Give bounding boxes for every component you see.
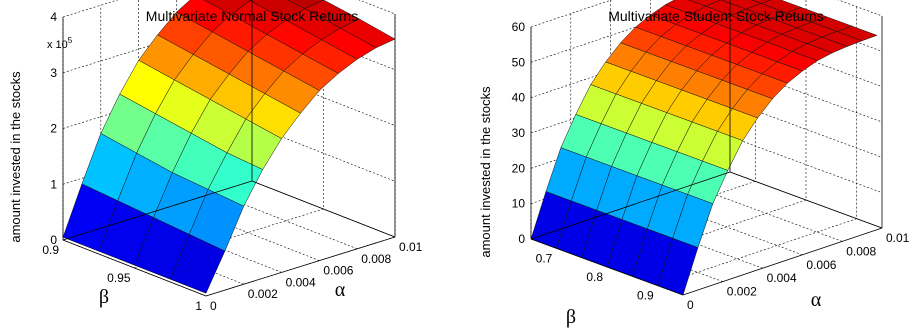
z-tick-label: 4 (50, 10, 57, 24)
z-multiplier-base: x 10 (47, 39, 68, 51)
alpha-tick-label: 0.006 (806, 258, 836, 272)
z-axis-label: amount invested in the stocks (478, 86, 493, 258)
beta-tick-label: 0.8 (586, 270, 603, 284)
z-tick-label: 60 (512, 20, 526, 34)
z-tick-label: 30 (512, 126, 526, 140)
beta-tick-label: 1 (195, 299, 202, 313)
axis-edge (205, 236, 396, 297)
plot-title: Multivariate Student Stock Returns (608, 8, 824, 24)
surface-patch (62, 183, 118, 252)
alpha-tick-label: 0.01 (399, 240, 423, 254)
axis-edge (682, 227, 883, 296)
student-returns-plot: 0 10 20 30 40 50 60 0.9 0.8 0.7 0 0.002 0.004 0.006… (478, 0, 910, 328)
grid-line (530, 0, 883, 28)
axis-edge (729, 171, 883, 229)
alpha-tick-label: 0.002 (248, 287, 278, 301)
z-tick-label: 40 (512, 91, 526, 105)
alpha-tick-label: 0 (687, 298, 694, 312)
axis-edge (530, 238, 684, 296)
beta-tick-label: 0.9 (637, 289, 654, 303)
z-tick-label: 10 (512, 197, 526, 211)
beta-tick-label: 0.7 (536, 251, 553, 265)
alpha-tick-label: 0.008 (361, 252, 391, 266)
alpha-axis-label: α (335, 279, 346, 301)
z-tick-label: 0 (50, 233, 57, 247)
alpha-tick-label: 0.008 (846, 244, 876, 258)
axis-edge (530, 171, 731, 240)
z-axis-label: amount invested in the stocks (8, 71, 23, 243)
alpha-axis-label: α (811, 289, 822, 311)
alpha-tick-label: 0.006 (323, 264, 353, 278)
axis-edge (251, 180, 396, 238)
z-tick-label: 3 (50, 66, 57, 80)
alpha-tick-label: 0.004 (286, 275, 316, 289)
z-tick-label: 20 (512, 161, 526, 175)
z-multiplier-exponent: 5 (68, 36, 73, 45)
beta-axis-label: β (99, 286, 109, 308)
z-tick-label: 2 (50, 122, 57, 136)
axis-edge (62, 239, 207, 297)
z-tick-label: 0 (518, 232, 525, 246)
beta-tick-label: 0.95 (107, 271, 131, 285)
alpha-tick-label: 0.01 (886, 231, 910, 245)
alpha-tick-label: 0 (210, 299, 217, 313)
z-tick-label: 1 (50, 177, 57, 191)
plot-title: Multivariate Normal Stock Returns (146, 8, 358, 24)
beta-axis-label: β (566, 306, 576, 328)
alpha-tick-label: 0.004 (767, 271, 797, 285)
beta-tick-label: 0.9 (42, 243, 59, 257)
z-multiplier: x 105 (47, 36, 73, 51)
axis-edge (62, 180, 253, 241)
z-tick-label: 50 (512, 55, 526, 69)
alpha-tick-label: 0.002 (727, 285, 757, 299)
